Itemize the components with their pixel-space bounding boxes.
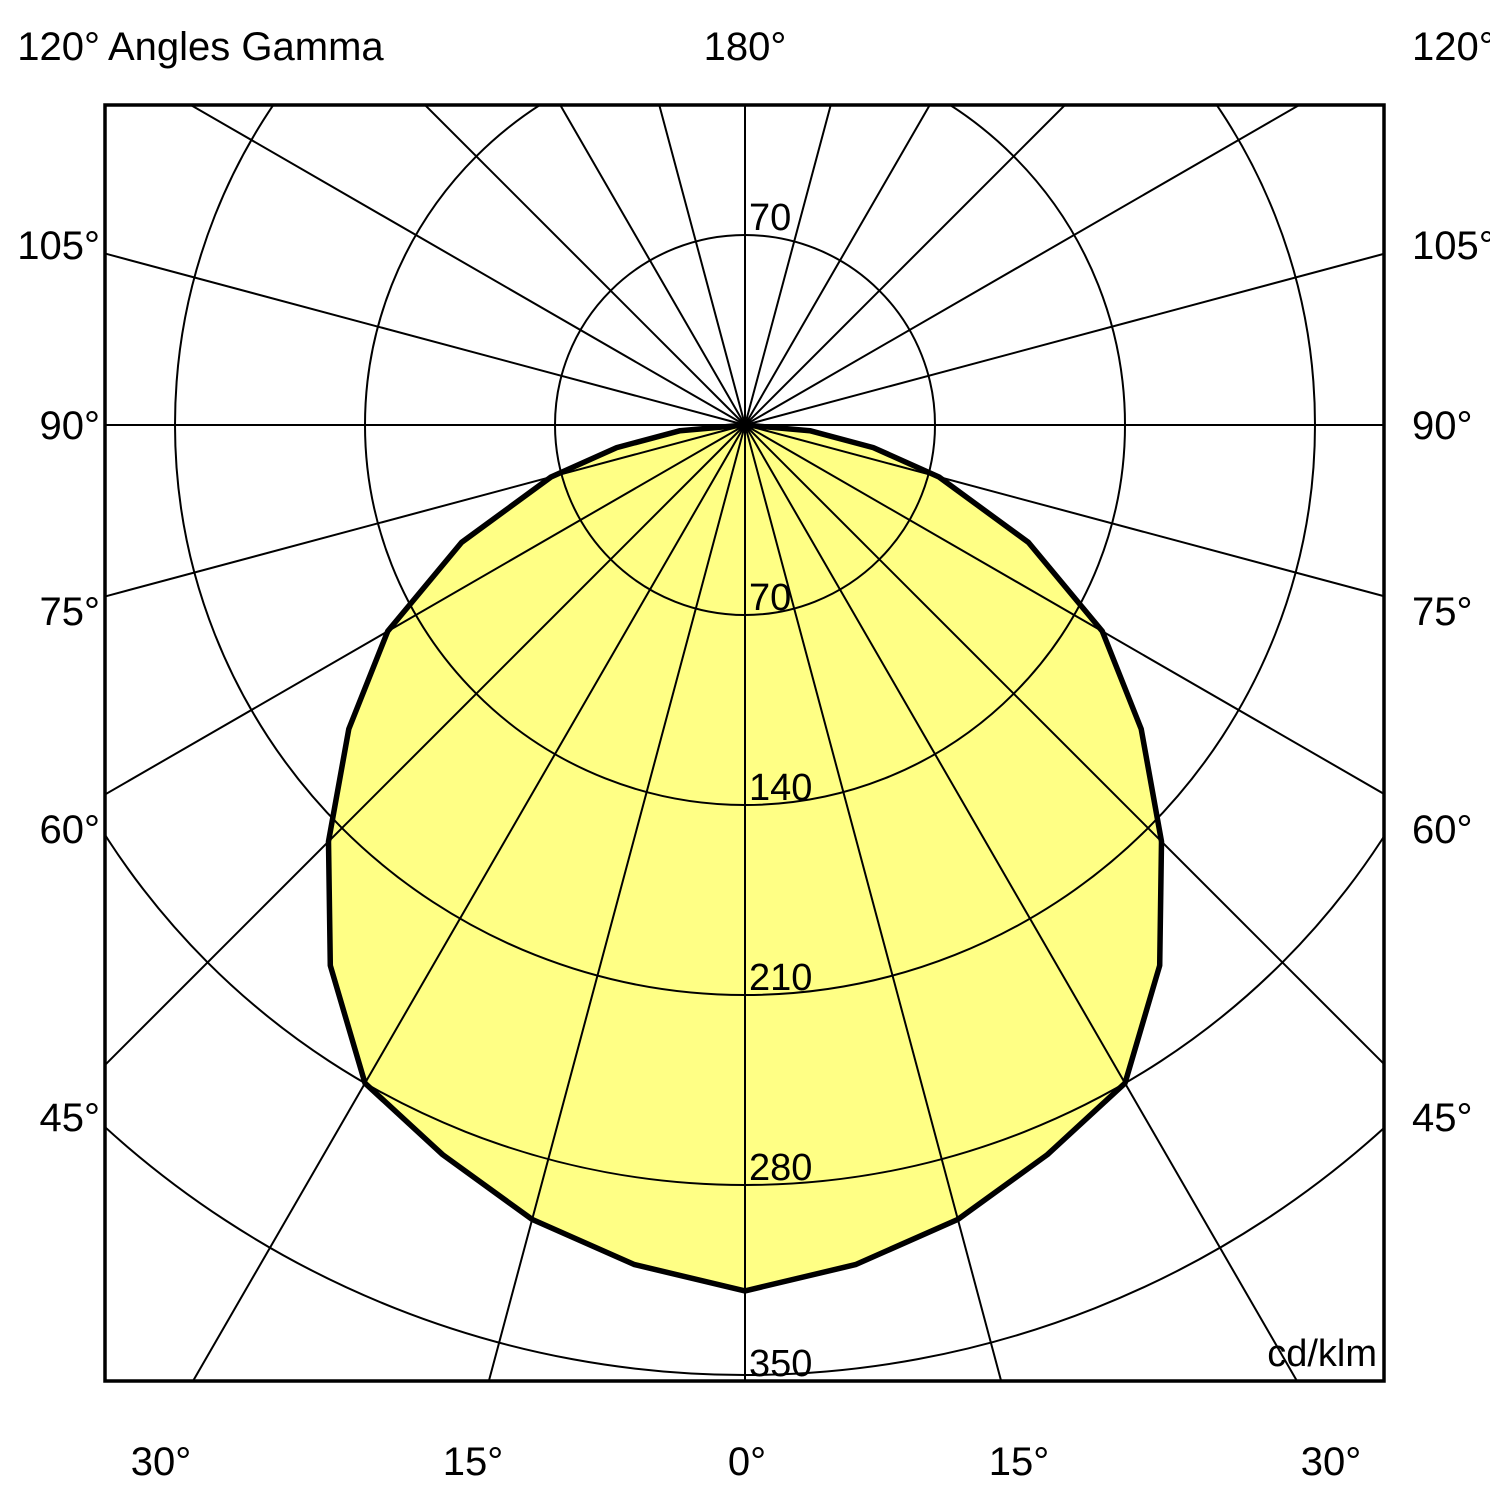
grid-radial-line: [105, 424, 746, 1067]
gamma-label-bottom-30r: 30°: [1300, 1440, 1362, 1484]
grid-radial-line: [744, 105, 1302, 426]
gamma-label-bottom-30l: 30°: [130, 1440, 192, 1484]
radial-tick-350: 350: [749, 1343, 813, 1385]
grid-radial-line: [105, 424, 746, 598]
gamma-label-bottom-0: 0°: [727, 1440, 767, 1484]
gamma-label-right-45: 45°: [1412, 1096, 1473, 1140]
gamma-label-left-45: 45°: [39, 1096, 101, 1140]
grid-radial-line: [188, 105, 746, 426]
gamma-label-right-120: 120°: [1412, 25, 1490, 69]
gamma-label-left-120: 120°: [17, 25, 100, 69]
grid-radial-line: [744, 424, 1384, 796]
grid-radial-line: [744, 424, 1384, 598]
radial-tick-140: 140: [749, 767, 813, 809]
grid-radial-line: [423, 105, 746, 426]
grid-radial-line: [559, 105, 746, 426]
grid-radial-line: [191, 424, 746, 1381]
gamma-label-left-90: 90°: [39, 404, 101, 448]
grid-radial-line: [658, 105, 746, 426]
gamma-label-right-90: 90°: [1412, 404, 1473, 448]
gamma-label-right-105: 105°: [1412, 224, 1490, 268]
gamma-label-right-75: 75°: [1412, 590, 1473, 634]
grid-radial-line: [105, 252, 746, 426]
grid-radial-line: [744, 105, 931, 426]
grid-radial-line: [744, 424, 1299, 1381]
unit-label: cd/klm: [1267, 1333, 1377, 1375]
radial-tick-280: 280: [749, 1147, 813, 1189]
gamma-label-top-180: 180°: [703, 25, 787, 69]
gamma-label-bottom-15l: 15°: [442, 1440, 504, 1484]
grid-radial-line: [744, 105, 1067, 426]
radial-tick-70: 70: [749, 577, 792, 619]
gamma-label-right-60: 60°: [1412, 808, 1473, 852]
grid-radial-line: [744, 424, 1384, 1066]
grid-radial-line: [105, 424, 746, 796]
chart-title: Angles Gamma: [108, 25, 384, 69]
grid-radial-line: [744, 424, 1003, 1381]
gamma-label-left-75: 75°: [39, 590, 101, 634]
gamma-label-bottom-15r: 15°: [988, 1440, 1050, 1484]
grid-radial-line: [744, 252, 1384, 426]
gamma-label-left-105: 105°: [17, 224, 100, 268]
plot-frame: [103, 103, 1386, 1383]
gamma-label-left-60: 60°: [39, 808, 101, 852]
grid-radial-line: [487, 424, 746, 1381]
radial-tick-210: 210: [749, 957, 813, 999]
grid-radial-line: [744, 105, 832, 426]
radial-tick-70-top: 70: [749, 197, 792, 239]
distribution-outline: [325, 422, 1165, 1294]
